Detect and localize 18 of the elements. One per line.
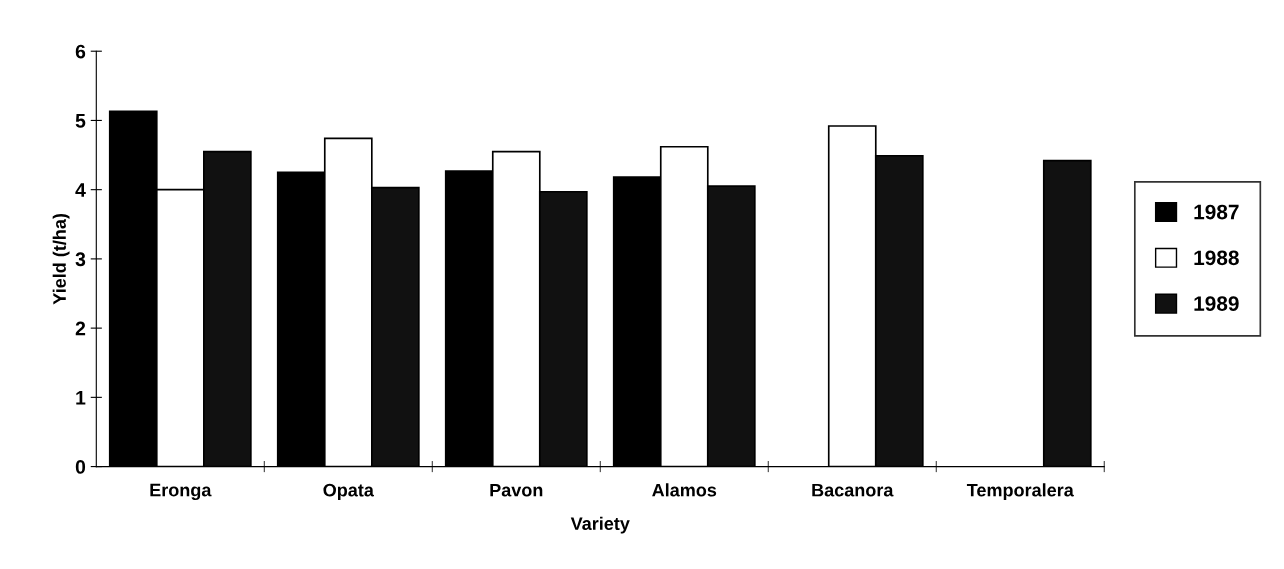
x-tick-label: Bacanora [812,483,894,497]
x-tick-label: Alamos [652,483,717,497]
y-tick-label: 5 [75,114,86,128]
x-tick-label: Eronga [150,483,212,501]
x-axis-title: Variety [570,516,630,534]
y-axis-title: Yield (t/ha) [52,213,70,305]
y-tick-label: 0 [75,460,86,474]
y-tick-label: 3 [75,252,86,267]
x-tick-label: Pavon [490,483,543,497]
legend-label: 1988 [1194,250,1239,266]
y-tick-label: 6 [75,44,86,59]
x-tick-label: Opata [323,483,374,501]
y-tick-label: 2 [75,321,86,336]
legend-label: 1987 [1194,204,1239,220]
y-tick-label: 1 [76,391,86,405]
legend-label: 1989 [1194,296,1239,311]
x-tick-label: Temporalera [966,483,1074,501]
y-tick-label: 4 [75,183,86,197]
